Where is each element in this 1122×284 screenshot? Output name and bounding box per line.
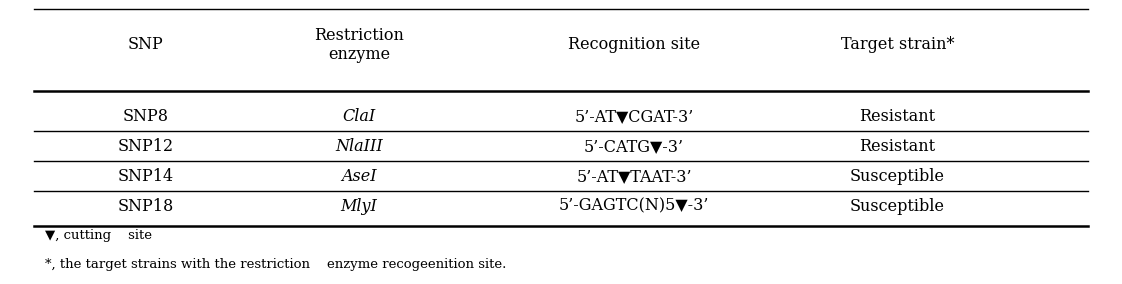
Text: SNP12: SNP12 bbox=[118, 138, 174, 155]
Text: Restriction
enzyme: Restriction enzyme bbox=[314, 27, 404, 63]
Text: Recognition site: Recognition site bbox=[568, 36, 700, 53]
Text: AseI: AseI bbox=[341, 168, 377, 185]
Text: SNP: SNP bbox=[128, 36, 164, 53]
Text: Resistant: Resistant bbox=[859, 138, 936, 155]
Text: SNP18: SNP18 bbox=[118, 198, 174, 215]
Text: Resistant: Resistant bbox=[859, 108, 936, 125]
Text: NlaIII: NlaIII bbox=[335, 138, 383, 155]
Text: SNP8: SNP8 bbox=[123, 108, 168, 125]
Text: Susceptible: Susceptible bbox=[850, 198, 945, 215]
Text: 5’-AT▼CGAT-3’: 5’-AT▼CGAT-3’ bbox=[574, 108, 693, 125]
Text: Target strain*: Target strain* bbox=[840, 36, 955, 53]
Text: *, the target strains with the restriction    enzyme recogeenition site.: *, the target strains with the restricti… bbox=[45, 258, 506, 272]
Text: 5’-AT▼TAAT-3’: 5’-AT▼TAAT-3’ bbox=[577, 168, 691, 185]
Text: MlyI: MlyI bbox=[341, 198, 377, 215]
Text: Susceptible: Susceptible bbox=[850, 168, 945, 185]
Text: ▼, cutting    site: ▼, cutting site bbox=[45, 229, 151, 242]
Text: ClaI: ClaI bbox=[342, 108, 376, 125]
Text: SNP14: SNP14 bbox=[118, 168, 174, 185]
Text: 5’-CATG▼-3’: 5’-CATG▼-3’ bbox=[583, 138, 684, 155]
Text: 5’-GAGTC(N)5▼-3’: 5’-GAGTC(N)5▼-3’ bbox=[559, 198, 709, 215]
